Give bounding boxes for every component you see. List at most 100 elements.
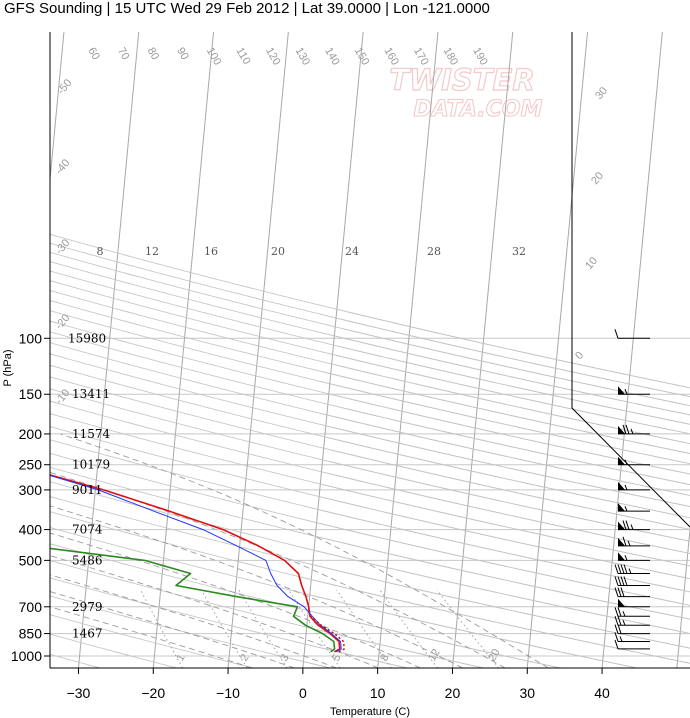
wind-barb-half-flag bbox=[628, 568, 632, 574]
wind-barb bbox=[614, 639, 650, 650]
watermark-logo: TWISTER DATA.COM bbox=[389, 62, 543, 122]
wind-barb bbox=[618, 598, 650, 608]
pressure-tick-label: 100 bbox=[19, 330, 43, 346]
mixing-ratio-line bbox=[288, 589, 341, 668]
dry-adiabat-line bbox=[50, 242, 690, 398]
dry-adiabat-line bbox=[50, 481, 690, 634]
chart-title: GFS Sounding | 15 UTC Wed 29 Feb 2012 | … bbox=[4, 0, 490, 17]
wind-barb-flag bbox=[620, 576, 625, 586]
dry-adiabat-line bbox=[50, 261, 690, 416]
pressure-tick-label: 200 bbox=[19, 426, 43, 442]
dry-adiabat-line bbox=[50, 280, 690, 435]
wind-barb bbox=[614, 564, 650, 575]
dry-adiabat-line bbox=[50, 526, 637, 668]
wind-barb-flag bbox=[614, 607, 619, 617]
dry-adiabat-line bbox=[50, 233, 690, 389]
mixing-ratio-label: 20 bbox=[271, 245, 285, 258]
wind-barb bbox=[618, 536, 650, 547]
wind-barb-flag bbox=[614, 639, 619, 650]
wind-barb bbox=[618, 520, 650, 531]
dry-adiabat-line bbox=[50, 413, 690, 567]
wind-barb bbox=[614, 587, 650, 598]
dry-adiabat-line bbox=[50, 511, 690, 664]
dry-adiabat-label: 120 bbox=[263, 46, 283, 68]
wind-barb-flag bbox=[622, 536, 627, 546]
temperature-tick-label: 10 bbox=[370, 685, 386, 701]
wind-barb-flag bbox=[614, 329, 619, 339]
wind-barb bbox=[614, 607, 650, 617]
barb-panel-border bbox=[571, 32, 690, 528]
wind-barb-flag bbox=[614, 624, 619, 634]
moist-adiabat-line bbox=[50, 591, 295, 668]
wind-barb-half-flag bbox=[624, 555, 628, 561]
pressure-tick-label: 1000 bbox=[11, 648, 42, 664]
dry-adiabat-label: 100 bbox=[204, 46, 224, 68]
isotherm-label: 0 bbox=[573, 350, 586, 362]
dry-adiabat-line bbox=[50, 560, 484, 668]
isotherm-line bbox=[451, 32, 514, 668]
wind-barb bbox=[618, 386, 650, 395]
isotherm-label: -20 bbox=[53, 312, 72, 332]
height-label: 15980 bbox=[68, 331, 106, 345]
wind-barb-flag bbox=[620, 564, 625, 574]
wind-barb-flag bbox=[620, 587, 625, 597]
dry-adiabat-line bbox=[50, 289, 690, 445]
wind-barb-flag bbox=[614, 587, 619, 597]
temperature-tick-label: −30 bbox=[67, 685, 91, 701]
temperature-tick-label: −20 bbox=[141, 685, 165, 701]
x-axis-title: Temperature (C) bbox=[330, 706, 410, 718]
wind-barb-flag bbox=[617, 624, 622, 634]
moist-adiabat-line bbox=[50, 606, 253, 668]
watermark-text-1: TWISTER bbox=[389, 63, 534, 97]
isotherm-line bbox=[377, 32, 439, 668]
wind-barb-pennant bbox=[618, 386, 625, 395]
isotherm-line bbox=[77, 32, 140, 668]
temperature-series-line bbox=[50, 474, 341, 653]
wind-barb-flag bbox=[623, 576, 628, 586]
mixing-ratio-label: 28 bbox=[427, 245, 441, 258]
dry-adiabat-line bbox=[50, 496, 690, 649]
moist-adiabat-label: 8 bbox=[378, 652, 391, 663]
dry-adiabat-line bbox=[50, 439, 690, 593]
mixing-ratio-label: 24 bbox=[345, 245, 359, 258]
wind-barb-flag bbox=[625, 424, 630, 435]
height-label: 11574 bbox=[72, 427, 111, 441]
moist-adiabat-label: 1 bbox=[174, 652, 187, 663]
pressure-tick-label: 700 bbox=[19, 599, 43, 615]
wind-barb-half-flag bbox=[622, 620, 626, 626]
isotherm-line bbox=[152, 32, 215, 668]
dry-adiabat-line bbox=[50, 426, 690, 580]
dry-adiabat-line bbox=[50, 251, 690, 407]
wind-barb bbox=[614, 576, 650, 587]
dry-adiabat-label: 60 bbox=[85, 46, 102, 63]
wind-barb-half-flag bbox=[619, 636, 623, 642]
dry-adiabat-label: 140 bbox=[322, 46, 342, 68]
height-label: 1467 bbox=[72, 627, 103, 641]
wind-barb-flag bbox=[614, 576, 619, 586]
dry-adiabat-line bbox=[50, 320, 690, 475]
wind-barb-flag bbox=[614, 616, 619, 626]
wind-barb-pennant bbox=[618, 481, 625, 490]
wind-barb-half-flag bbox=[624, 389, 628, 395]
wind-barb-flag bbox=[617, 564, 622, 574]
wind-barb bbox=[618, 503, 650, 512]
mixing-ratio-label: 32 bbox=[512, 245, 526, 258]
wind-barb-flag bbox=[617, 587, 622, 597]
isotherm-label: -40 bbox=[53, 157, 72, 177]
dry-adiabat-line bbox=[50, 331, 690, 486]
dry-adiabat-line bbox=[50, 543, 561, 668]
height-label: 10179 bbox=[72, 458, 110, 472]
wind-barb-pennant bbox=[618, 456, 625, 465]
wind-barb-flag bbox=[617, 576, 622, 586]
wind-barb-flag bbox=[625, 520, 630, 530]
dry-adiabat-label: 150 bbox=[352, 46, 372, 68]
wind-barb-half-flag bbox=[630, 428, 634, 435]
wind-barb-pennant bbox=[618, 537, 625, 546]
isotherm-label: -10 bbox=[53, 387, 72, 407]
pressure-tick-label: 250 bbox=[19, 457, 43, 473]
pressure-tick-label: 400 bbox=[19, 522, 43, 538]
dry-adiabat-line bbox=[50, 300, 690, 454]
dry-adiabat-label: 70 bbox=[115, 46, 132, 63]
isotherm-label: 20 bbox=[589, 170, 606, 187]
